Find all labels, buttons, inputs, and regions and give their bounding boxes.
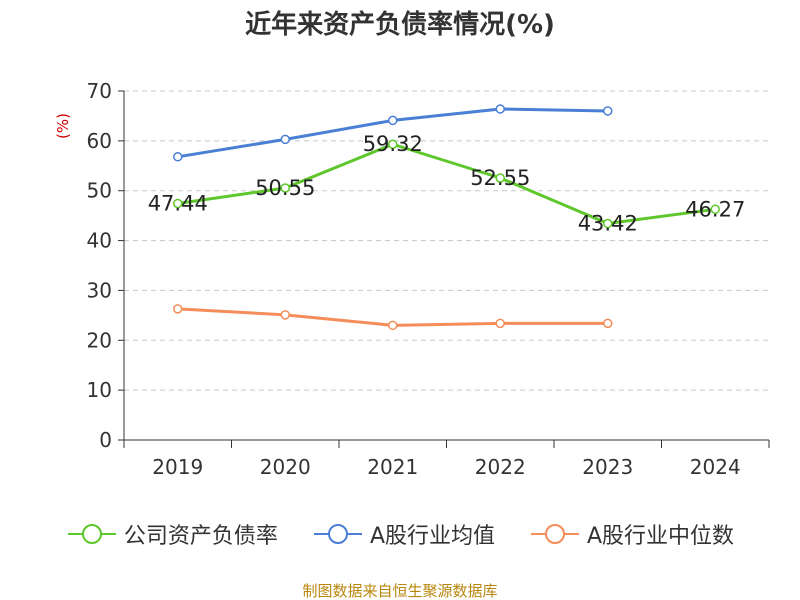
y-tick-label: 50 [87,179,112,203]
x-tick-label: 2021 [367,455,418,479]
data-point [603,106,613,116]
y-tick-label: 60 [87,129,112,153]
y-tick-label: 20 [87,328,112,352]
data-point [603,218,613,229]
legend-item: 公司资产负债率 [66,518,278,550]
data-point [280,310,290,320]
legend-marker-icon [67,524,116,544]
legend-label: A股行业中位数 [587,524,735,549]
x-tick-label: 2024 [690,455,741,479]
y-tick-label: 0 [99,428,112,452]
legend-marker-icon [531,524,579,544]
line-chart: 0 10 20 30 40 50 60 70 (%) 2019 2020 2021 2022 2023 20… [54,79,770,479]
data-point [710,204,720,215]
y-tick-label: 70 [87,79,112,103]
data-point [388,139,398,149]
series-line [177,142,716,226]
data-point [495,104,505,114]
data-label: 47.44 [148,191,208,215]
legend-label: A股行业均值 [369,524,495,549]
data-label: 59.32 [363,132,423,156]
data-label: 46.27 [685,197,745,221]
legend-marker-icon [313,524,362,544]
data-label: 43.42 [578,212,638,236]
chart-title: 近年来资产负债率情况(%) [245,10,555,40]
x-tick-label: 2020 [260,455,311,479]
legend-label: 公司资产负债率 [123,524,278,549]
x-tick-label: 2019 [152,455,203,479]
data-point [173,152,183,162]
legend-item: A股行业中位数 [529,518,734,550]
data-source-note: 制图数据来自恒生聚源数据库 [302,582,498,600]
data-point [280,183,290,193]
data-label: 50.55 [255,176,315,200]
legend-item: A股行业均值 [312,518,495,550]
data-point [388,115,398,126]
data-label: 52.55 [470,166,530,190]
data-point [388,320,398,331]
data-point [280,134,290,145]
data-point [495,318,505,329]
data-point [603,318,613,329]
y-axis-label: (%) [54,113,72,139]
data-point [495,173,505,183]
data-point [173,304,183,314]
y-tick-label: 10 [87,378,112,402]
y-tick-label: 40 [87,229,112,253]
data-point [173,198,183,209]
y-tick-label: 30 [87,278,112,302]
x-tick-label: 2022 [475,455,526,479]
chart-legend: 公司资产负债率 A股行业均值 A股行业中位数 [0,518,800,550]
x-tick-label: 2023 [582,455,633,479]
